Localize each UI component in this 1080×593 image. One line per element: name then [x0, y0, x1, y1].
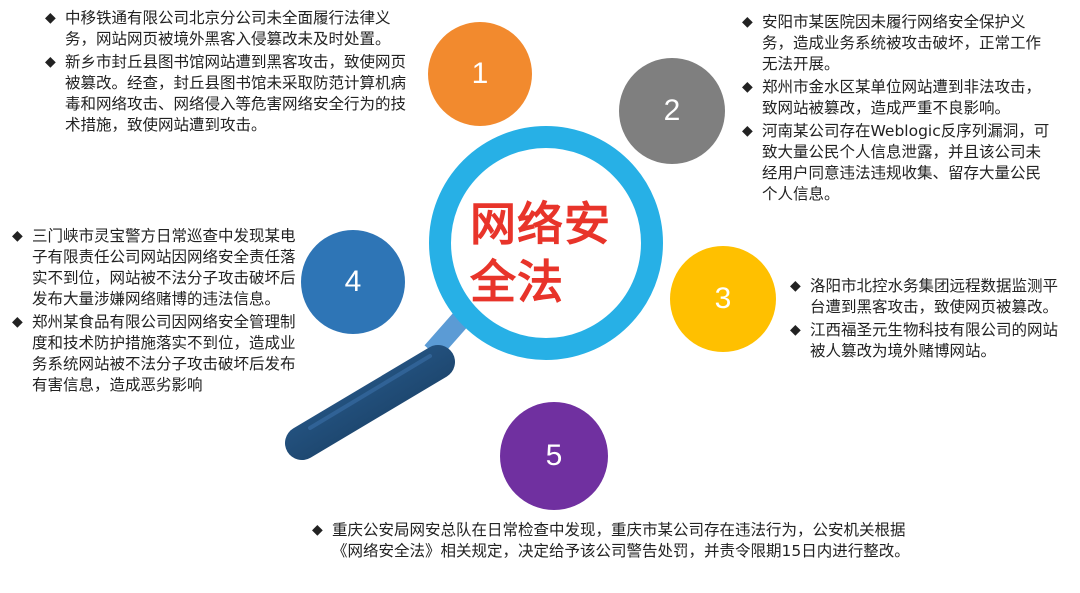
case-item: ◆ 郑州某食品有限公司因网络安全管理制度和技术防护措施落实不到位，造成业务系统网站… — [12, 312, 300, 396]
center-title: 网络安全法 — [470, 197, 611, 309]
diamond-bullet-icon: ◆ — [742, 14, 753, 30]
diamond-bullet-icon: ◆ — [45, 10, 56, 26]
case-group-1: ◆ 中移铁通有限公司北京分公司未全面履行法律义务，网站网页被境外黑客入侵篡改未及时… — [45, 8, 413, 138]
case-item: ◆ 三门峡市灵宝警方日常巡查中发现某电子有限责任公司网站因网络安全责任落实不到位，… — [12, 226, 300, 310]
case-text: 中移铁通有限公司北京分公司未全面履行法律义务，网站网页被境外黑客入侵篡改未及时处… — [65, 9, 391, 48]
case-item: ◆ 河南某公司存在Weblogic反序列漏洞，可致大量公民个人信息泄露，并且该公司… — [742, 121, 1052, 205]
case-text: 洛阳市北控水务集团远程数据监测平台遭到黑客攻击，致使网页被篡改。 — [810, 277, 1059, 316]
diamond-bullet-icon: ◆ — [790, 278, 801, 294]
diamond-bullet-icon: ◆ — [312, 522, 323, 538]
number-label-4: 4 — [344, 265, 362, 298]
number-circle-4: 4 — [301, 230, 405, 334]
case-text: 安阳市某医院因未履行网络安全保护义务，造成业务系统被攻击破坏，正常工作无法开展。 — [762, 13, 1042, 73]
case-item: ◆ 洛阳市北控水务集团远程数据监测平台遭到黑客攻击，致使网页被篡改。 — [790, 276, 1068, 318]
number-circle-3: 3 — [670, 246, 776, 352]
case-group-2: ◆ 安阳市某医院因未履行网络安全保护义务，造成业务系统被攻击破坏，正常工作无法开展… — [742, 12, 1052, 207]
case-text: 重庆公安局网安总队在日常检查中发现，重庆市某公司存在违法行为，公安机关根据《网络… — [332, 521, 910, 560]
magnifier-handle — [285, 345, 455, 460]
number-label-2: 2 — [663, 94, 681, 127]
number-label-5: 5 — [545, 439, 563, 472]
case-text: 郑州市金水区某单位网站遭到非法攻击，致网站被篡改，造成严重不良影响。 — [762, 78, 1042, 117]
diamond-bullet-icon: ◆ — [45, 54, 56, 70]
number-circle-5: 5 — [500, 402, 608, 510]
case-text: 三门峡市灵宝警方日常巡查中发现某电子有限责任公司网站因网络安全责任落实不到位，网… — [32, 227, 296, 308]
diamond-bullet-icon: ◆ — [12, 314, 23, 330]
diamond-bullet-icon: ◆ — [790, 322, 801, 338]
case-text: 河南某公司存在Weblogic反序列漏洞，可致大量公民个人信息泄露，并且该公司未… — [762, 122, 1050, 203]
number-circle-2: 2 — [619, 58, 725, 164]
diamond-bullet-icon: ◆ — [742, 79, 753, 95]
case-item: ◆ 新乡市封丘县图书馆网站遭到黑客攻击，致使网页被篡改。经查，封丘县图书馆未采取防… — [45, 52, 413, 136]
case-group-4: ◆ 三门峡市灵宝警方日常巡查中发现某电子有限责任公司网站因网络安全责任落实不到位，… — [12, 226, 300, 398]
case-text: 新乡市封丘县图书馆网站遭到黑客攻击，致使网页被篡改。经查，封丘县图书馆未采取防范… — [65, 53, 407, 134]
case-item: ◆ 江西福圣元生物科技有限公司的网站被人篡改为境外赌博网站。 — [790, 320, 1068, 362]
magnifier-lens-ring — [429, 126, 663, 360]
number-label-1: 1 — [471, 57, 489, 90]
number-circle-1: 1 — [428, 22, 532, 126]
case-text: 江西福圣元生物科技有限公司的网站被人篡改为境外赌博网站。 — [810, 321, 1059, 360]
diamond-bullet-icon: ◆ — [742, 123, 753, 139]
diamond-bullet-icon: ◆ — [12, 228, 23, 244]
case-item: ◆ 中移铁通有限公司北京分公司未全面履行法律义务，网站网页被境外黑客入侵篡改未及时… — [45, 8, 413, 50]
case-group-3: ◆ 洛阳市北控水务集团远程数据监测平台遭到黑客攻击，致使网页被篡改。 ◆ 江西福圣元… — [790, 276, 1068, 364]
case-text: 郑州某食品有限公司因网络安全管理制度和技术防护措施落实不到位，造成业务系统网站被… — [32, 313, 296, 394]
case-item: ◆ 重庆公安局网安总队在日常检查中发现，重庆市某公司存在违法行为，公安机关根据《网… — [312, 520, 912, 562]
case-group-5: ◆ 重庆公安局网安总队在日常检查中发现，重庆市某公司存在违法行为，公安机关根据《网… — [312, 520, 912, 564]
case-item: ◆ 郑州市金水区某单位网站遭到非法攻击，致网站被篡改，造成严重不良影响。 — [742, 77, 1052, 119]
number-label-3: 3 — [714, 282, 732, 315]
case-item: ◆ 安阳市某医院因未履行网络安全保护义务，造成业务系统被攻击破坏，正常工作无法开展… — [742, 12, 1052, 75]
